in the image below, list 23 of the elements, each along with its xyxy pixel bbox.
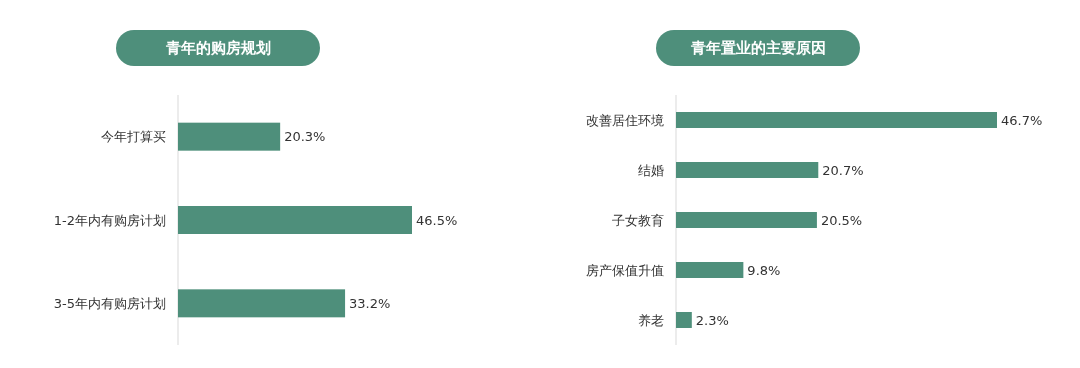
chart-title: 青年的购房规划	[164, 39, 271, 58]
y-tick-label: 结婚	[638, 162, 664, 178]
y-tick-label: 养老	[638, 312, 664, 328]
y-tick-label: 1-2年内有购房计划	[53, 212, 166, 228]
chart-title: 青年置业的主要原因	[689, 39, 826, 58]
data-label: 9.8%	[747, 262, 781, 278]
data-label: 20.7%	[822, 162, 864, 178]
y-tick-label: 3-5年内有购房计划	[53, 295, 166, 311]
data-label: 33.2%	[349, 295, 391, 311]
bar	[676, 212, 817, 228]
bar	[676, 312, 692, 328]
y-tick-label: 改善居住环境	[586, 112, 664, 128]
bar	[676, 112, 997, 128]
y-tick-label: 子女教育	[612, 212, 664, 228]
data-label: 46.7%	[1001, 112, 1043, 128]
data-label: 46.5%	[416, 212, 458, 228]
bar	[676, 162, 819, 178]
data-label: 20.5%	[820, 212, 863, 228]
bar	[676, 262, 744, 278]
data-label: 2.3%	[695, 312, 729, 328]
y-tick-label: 房产保值升值	[586, 262, 664, 278]
data-label: 20.3%	[284, 129, 326, 145]
y-tick-label: 今年打算买	[101, 129, 166, 145]
